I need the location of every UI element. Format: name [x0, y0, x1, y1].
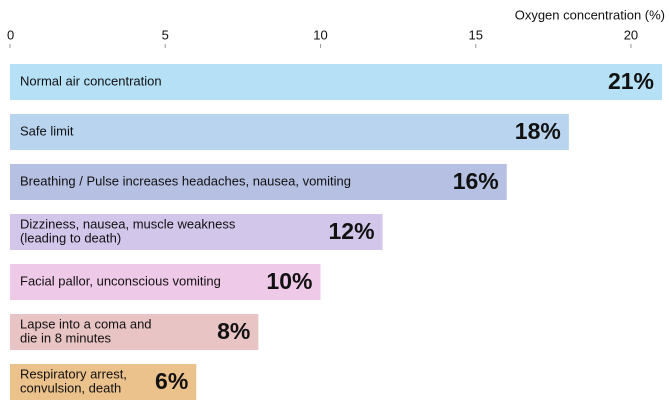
bar-label: (leading to death)	[20, 230, 121, 245]
bar	[10, 114, 569, 150]
bar-label: Normal air concentration	[20, 73, 162, 88]
value-label: 6%	[155, 368, 188, 394]
bar	[10, 64, 662, 100]
bar	[10, 214, 383, 250]
x-tick-label: 5	[162, 27, 169, 42]
value-label: 18%	[515, 118, 561, 144]
bar-label: Lapse into a coma and	[20, 316, 152, 331]
bar-label: Respiratory arrest,	[20, 366, 127, 381]
x-tick-label: 15	[468, 27, 482, 42]
bar	[10, 264, 321, 300]
bar-label: Facial pallor, unconscious vomiting	[20, 273, 221, 288]
value-label: 10%	[266, 268, 312, 294]
bar	[10, 164, 507, 200]
x-tick-label: 10	[313, 27, 327, 42]
bar-label: die in 8 minutes	[20, 330, 112, 345]
bar-label: Breathing / Pulse increases headaches, n…	[20, 173, 351, 188]
value-label: 16%	[453, 168, 499, 194]
bar	[10, 314, 259, 350]
x-tick-label: 0	[7, 27, 14, 42]
bar-label: Dizziness, nausea, muscle weakness	[20, 216, 236, 231]
bar-label: Safe limit	[20, 123, 74, 138]
x-tick-label: 20	[624, 27, 638, 42]
axis-title: Oxygen concentration (%)	[515, 7, 665, 22]
value-label: 12%	[329, 218, 375, 244]
bar-label: convulsion, death	[20, 380, 121, 395]
bar	[10, 364, 197, 400]
value-label: 8%	[217, 318, 250, 344]
value-label: 21%	[608, 68, 654, 94]
